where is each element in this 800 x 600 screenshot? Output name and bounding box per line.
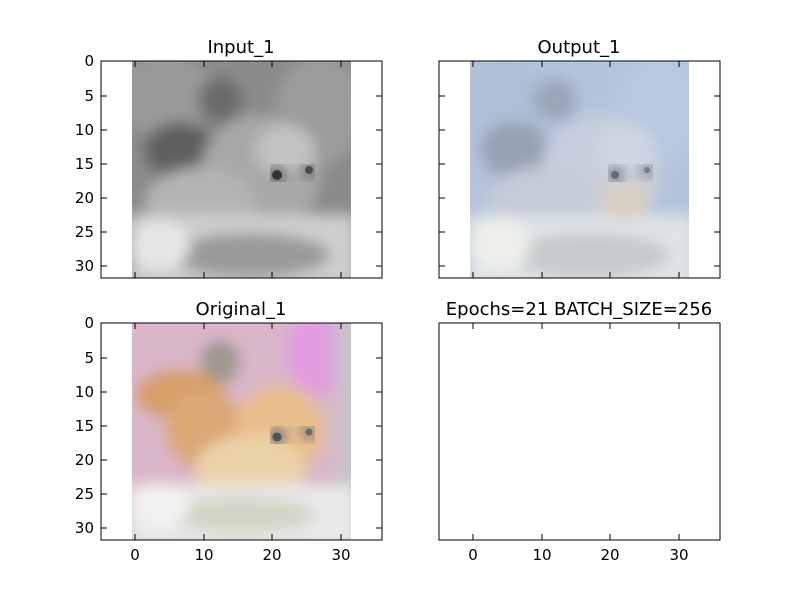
panel-input-yaxis: 0 5 10 15 20 25 30 [75, 52, 382, 275]
panel-original-ytick-0: 0 [84, 314, 94, 332]
panel-input-ytick-20: 20 [75, 189, 94, 207]
panel-input-frame [100, 60, 383, 279]
panel-output: Output_1 [438, 37, 721, 279]
panel-original-xtick-0: 0 [130, 546, 140, 564]
panel-output-title: Output_1 [538, 37, 621, 58]
panel-output-frame [438, 60, 721, 279]
panel-epochs-xtick-30: 30 [669, 546, 688, 564]
panel-epochs-frame [438, 322, 721, 541]
panel-original-yaxis: 0 5 10 15 20 25 30 [75, 314, 382, 537]
panel-original-ytick-10: 10 [75, 383, 94, 401]
panel-input: Input_1 [75, 37, 383, 279]
panel-epochs-title: Epochs=21 BATCH_SIZE=256 [446, 299, 712, 320]
panel-original-xaxis: 0 10 20 30 [130, 323, 351, 564]
panel-original-ytick-30: 30 [75, 519, 94, 537]
panel-original-ytick-5: 5 [84, 349, 94, 367]
panel-original-title: Original_1 [196, 299, 287, 320]
panel-epochs-xtick-10: 10 [532, 546, 551, 564]
panel-output-image [470, 61, 689, 278]
panel-original-xtick-20: 20 [262, 546, 281, 564]
panel-original-ytick-25: 25 [75, 485, 94, 503]
panel-original-xtick-10: 10 [194, 546, 213, 564]
panel-original-ytick-15: 15 [75, 417, 94, 435]
panel-input-ytick-0: 0 [84, 52, 94, 70]
panel-input-ytick-25: 25 [75, 223, 94, 241]
panel-original-xtick-30: 30 [331, 546, 350, 564]
panel-input-title: Input_1 [207, 37, 274, 58]
panel-epochs-xtick-0: 0 [468, 546, 478, 564]
panel-output-ticks [439, 60, 720, 278]
panel-epochs-xaxis: 0 10 20 30 [468, 323, 689, 564]
panel-epochs: Epochs=21 BATCH_SIZE=256 0 10 20 30 [438, 299, 721, 564]
panel-input-image [132, 61, 351, 278]
panel-epochs-xtick-20: 20 [600, 546, 619, 564]
panel-input-ytick-30: 30 [75, 257, 94, 275]
panel-input-ytick-5: 5 [84, 87, 94, 105]
panel-original: Original_1 [75, 299, 383, 564]
panel-input-xaxis [134, 61, 342, 278]
panel-input-ytick-10: 10 [75, 121, 94, 139]
panel-input-ytick-15: 15 [75, 155, 94, 173]
panel-original-frame [100, 322, 383, 541]
panel-original-ytick-20: 20 [75, 451, 94, 469]
panel-original-image [132, 323, 351, 540]
